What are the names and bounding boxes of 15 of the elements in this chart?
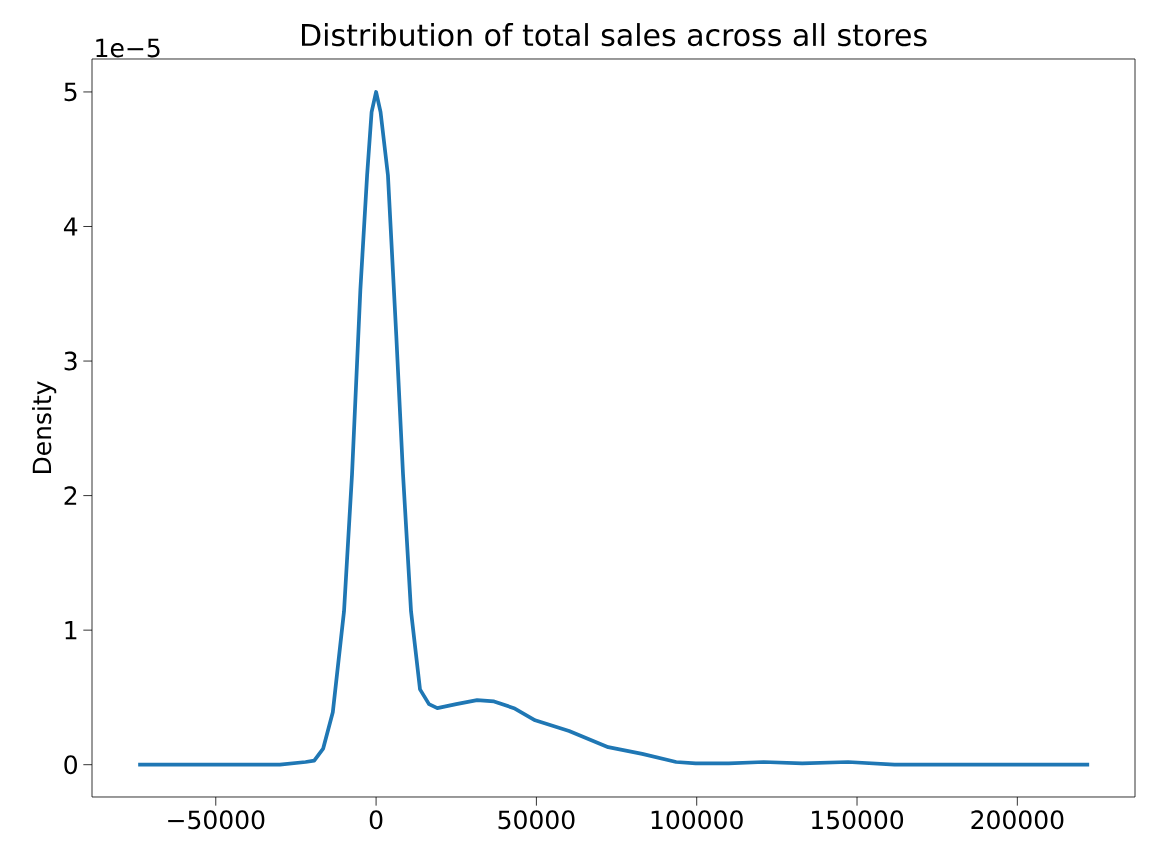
x-tick-label: 0 bbox=[369, 810, 383, 830]
text: 1e−5 bbox=[96, 38, 160, 58]
y-tick-label: 1 bbox=[65, 621, 77, 640]
x-tick-label: 200000 bbox=[971, 810, 1064, 830]
x-tick-label: 50000 bbox=[498, 810, 575, 830]
y-tick-label: 0 bbox=[64, 755, 77, 775]
y-tick-label: 3 bbox=[64, 351, 77, 371]
y-tick-label: 2 bbox=[64, 486, 77, 505]
y-tick-label: 5 bbox=[64, 82, 77, 102]
y-axis-title: Density bbox=[32, 381, 57, 474]
x-tick-label: −50000 bbox=[168, 810, 265, 830]
x-tick-label: 150000 bbox=[812, 810, 904, 830]
x-tick-label: 100000 bbox=[651, 810, 743, 830]
y-tick-label: 4 bbox=[63, 217, 78, 236]
chart-title: Distribution of total sales across all stores bbox=[302, 23, 927, 47]
